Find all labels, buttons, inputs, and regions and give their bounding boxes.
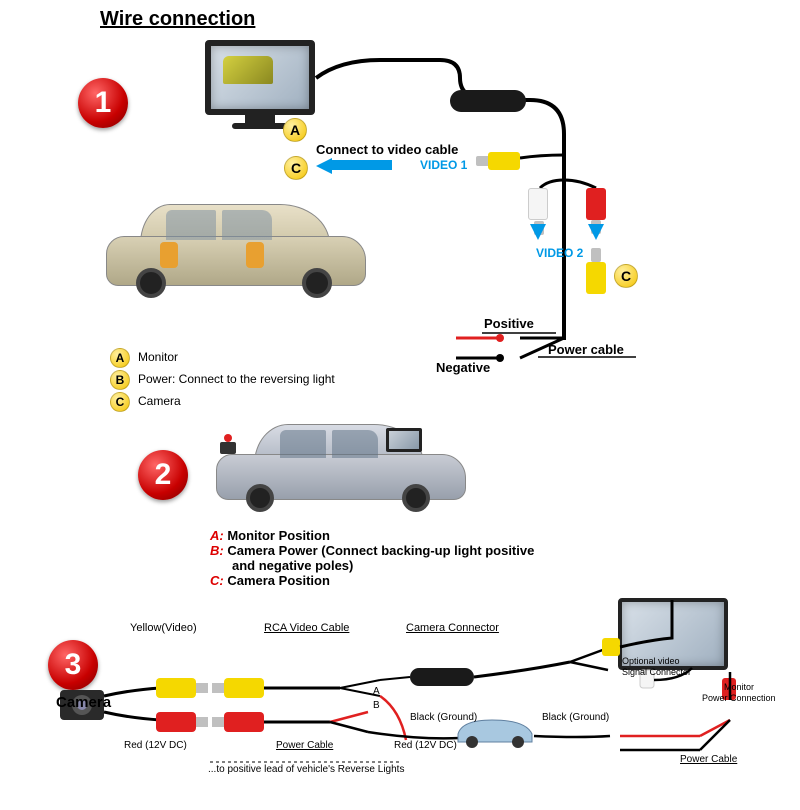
label-negative: Negative	[436, 360, 490, 375]
badge-c-1: C	[284, 156, 308, 180]
label-s3-b: B	[373, 700, 380, 711]
arrow-down-1	[530, 224, 546, 240]
arrow-c-tail	[332, 160, 392, 170]
label-black-ground-1: Black (Ground)	[410, 712, 477, 723]
label-signal-connector: Signal Connector	[622, 667, 691, 677]
monitor-1	[205, 40, 315, 115]
label-optional-video: Optional video	[622, 656, 680, 666]
legend-a-text: Monitor	[138, 350, 178, 364]
label-yellow-video: Yellow(Video)	[130, 622, 197, 634]
legend-a-badge: A	[110, 348, 130, 368]
badge-c-2: C	[614, 264, 638, 288]
label-video2: VIDEO 2	[536, 246, 583, 260]
rca-yellow-1	[488, 152, 520, 170]
label-power-cable-s3-1: Power Cable	[276, 740, 333, 751]
label-rca-video: RCA Video Cable	[264, 622, 349, 634]
label-s3-a: A	[373, 686, 380, 697]
legend-b-badge: B	[110, 370, 130, 390]
arrow-down-2	[588, 224, 604, 240]
legend-c-badge: C	[110, 392, 130, 412]
monitor-base-1	[232, 123, 288, 129]
section2-text: A: Monitor Position B: Camera Power (Con…	[210, 528, 534, 588]
rca-white	[528, 188, 548, 220]
badge-a-monitor: A	[283, 118, 307, 142]
car-1	[96, 196, 386, 306]
label-camera: Camera	[56, 694, 111, 711]
arrow-c-left	[316, 158, 332, 174]
label-camera-connector: Camera Connector	[406, 622, 499, 634]
label-power-connection: Power Connection	[702, 693, 776, 703]
step-3-badge: 3	[48, 640, 98, 690]
rca-yellow-2	[586, 262, 606, 294]
label-red12v-2: Red (12V DC)	[394, 740, 457, 751]
label-monitor-s3: Monitor	[724, 682, 754, 692]
label-black-ground-2: Black (Ground)	[542, 712, 609, 723]
label-power-cable-s3-2: Power Cable	[680, 754, 737, 765]
page-title: Wire connection	[100, 8, 255, 31]
step-2-badge: 2	[138, 450, 188, 500]
label-red12v-1: Red (12V DC)	[124, 740, 187, 751]
pc-line	[508, 342, 648, 362]
step-1-badge: 1	[78, 78, 128, 128]
legend-b-text: Power: Connect to the reversing light	[138, 372, 335, 386]
monitor-stand-1	[245, 115, 275, 123]
label-video1: VIDEO 1	[420, 158, 467, 172]
label-connect-video: Connect to video cable	[316, 142, 458, 157]
legend-c-text: Camera	[138, 394, 181, 408]
rca-red-1	[586, 188, 606, 220]
car-2	[204, 420, 484, 520]
label-reverse-note: ...to positive lead of vehicle's Reverse…	[208, 764, 404, 775]
